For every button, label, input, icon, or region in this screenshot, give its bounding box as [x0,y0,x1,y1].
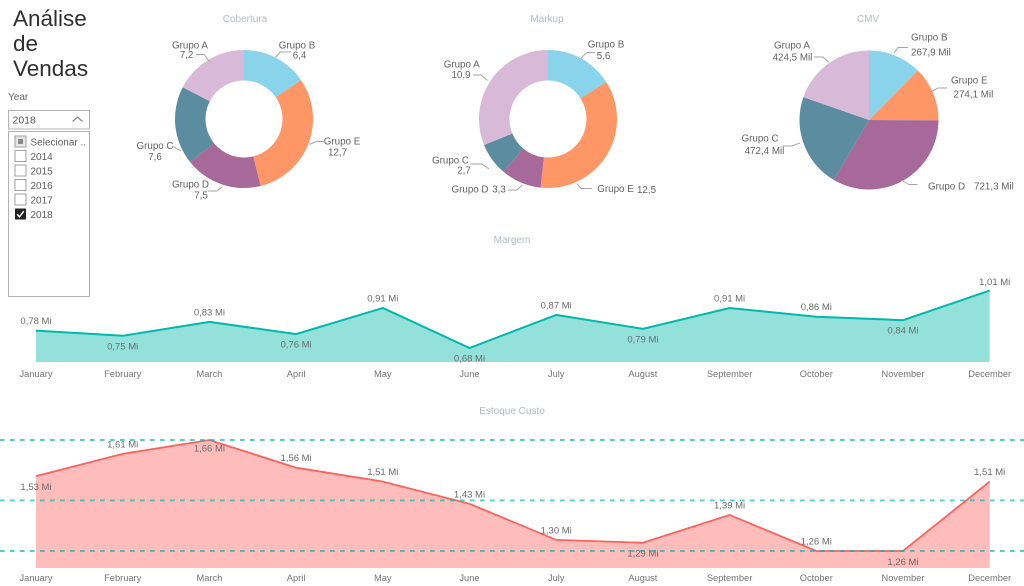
svg-text:August: August [628,369,657,379]
svg-text:Grupo C: Grupo C [136,141,173,152]
svg-text:Grupo B: Grupo B [911,33,948,44]
svg-text:6,4: 6,4 [293,51,307,62]
svg-text:April: April [287,369,306,379]
svg-text:January: January [19,369,52,379]
svg-text:Grupo E: Grupo E [324,137,361,148]
svg-text:October: October [800,573,833,583]
svg-text:May: May [374,369,392,379]
svg-text:0,79 Mi: 0,79 Mi [627,334,658,345]
svg-text:2,7: 2,7 [457,166,471,177]
svg-text:Grupo D: Grupo D [928,182,965,193]
svg-text:0,87 Mi: 0,87 Mi [541,300,572,311]
svg-text:September: September [707,369,752,379]
svg-text:0,86 Mi: 0,86 Mi [801,302,832,313]
svg-text:2015: 2015 [31,166,54,177]
svg-text:Markup: Markup [530,14,564,25]
svg-text:2018: 2018 [31,210,54,221]
svg-text:February: February [104,369,142,379]
svg-text:2017: 2017 [31,195,54,206]
svg-text:July: July [548,573,565,583]
svg-text:September: September [707,573,752,583]
svg-text:de: de [13,31,38,56]
svg-text:August: August [628,573,657,583]
svg-text:1,51 Mi: 1,51 Mi [367,467,398,478]
svg-text:1,53 Mi: 1,53 Mi [20,482,51,493]
svg-text:Selecionar ..: Selecionar .. [31,137,87,148]
svg-text:Grupo E: Grupo E [597,184,634,195]
svg-text:Grupo A: Grupo A [774,41,810,52]
svg-text:1,61 Mi: 1,61 Mi [107,439,138,450]
svg-text:Vendas: Vendas [13,56,88,81]
svg-text:0,78 Mi: 0,78 Mi [20,316,51,327]
svg-text:Grupo D: Grupo D [172,180,209,191]
svg-text:2016: 2016 [31,181,54,192]
svg-text:April: April [287,573,306,583]
svg-text:1,51 Mi: 1,51 Mi [974,467,1005,478]
svg-text:November: November [882,369,925,379]
svg-text:7,5: 7,5 [194,191,208,202]
svg-text:November: November [882,573,925,583]
svg-text:1,26 Mi: 1,26 Mi [887,557,918,568]
svg-text:Estoque Custo: Estoque Custo [479,406,545,417]
svg-text:Grupo A: Grupo A [444,60,480,71]
svg-text:Grupo A: Grupo A [172,41,208,52]
svg-text:10,9: 10,9 [451,70,470,81]
svg-text:December: December [968,369,1011,379]
svg-text:June: June [459,369,479,379]
svg-text:March: March [196,369,222,379]
svg-text:1,30 Mi: 1,30 Mi [541,525,572,536]
svg-text:7,2: 7,2 [180,50,194,61]
svg-text:0,68 Mi: 0,68 Mi [454,354,485,365]
svg-text:2014: 2014 [31,152,54,163]
svg-text:0,84 Mi: 0,84 Mi [887,326,918,337]
svg-text:October: October [800,369,833,379]
svg-text:Cobertura: Cobertura [223,14,268,25]
svg-text:12,5: 12,5 [637,185,657,196]
svg-text:Grupo E: Grupo E [951,76,988,87]
svg-text:2018: 2018 [13,115,37,127]
svg-text:1,43 Mi: 1,43 Mi [454,489,485,500]
svg-text:1,01 Mi: 1,01 Mi [979,277,1010,288]
svg-text:1,26 Mi: 1,26 Mi [801,537,832,548]
svg-text:Grupo D: Grupo D [451,185,488,196]
svg-text:1,66 Mi: 1,66 Mi [194,444,225,455]
svg-text:7,6: 7,6 [148,152,162,163]
svg-text:Grupo B: Grupo B [279,41,316,52]
svg-text:Análise: Análise [13,6,87,31]
svg-text:Margem: Margem [494,235,531,246]
svg-text:0,76 Mi: 0,76 Mi [281,340,312,351]
svg-text:Grupo B: Grupo B [588,40,625,51]
svg-text:May: May [374,573,392,583]
svg-text:721,3 Mil: 721,3 Mil [974,182,1014,193]
svg-text:1,29 Mi: 1,29 Mi [627,549,658,560]
svg-text:January: January [19,573,52,583]
svg-text:0,83 Mi: 0,83 Mi [194,307,225,318]
svg-text:0,91 Mi: 0,91 Mi [367,294,398,305]
svg-text:Grupo C: Grupo C [432,156,469,167]
svg-text:5,6: 5,6 [597,51,611,62]
svg-text:472,4 Mil: 472,4 Mil [745,146,785,157]
svg-text:February: February [104,573,142,583]
svg-text:267,9 Mil: 267,9 Mil [911,48,951,59]
svg-text:December: December [968,573,1011,583]
svg-text:274,1 Mil: 274,1 Mil [954,90,994,101]
svg-text:1,39 Mi: 1,39 Mi [714,500,745,511]
svg-text:12,7: 12,7 [328,148,347,159]
svg-text:June: June [459,573,479,583]
svg-text:424,5 Mil: 424,5 Mil [773,53,813,64]
svg-text:CMV: CMV [857,14,880,25]
svg-text:Grupo C: Grupo C [741,133,778,144]
svg-text:0,75 Mi: 0,75 Mi [107,341,138,352]
svg-text:March: March [196,573,222,583]
svg-text:0,91 Mi: 0,91 Mi [714,294,745,305]
svg-text:3,3: 3,3 [492,185,506,196]
svg-text:Year: Year [8,92,29,103]
svg-text:July: July [548,369,565,379]
svg-text:1,56 Mi: 1,56 Mi [281,453,312,464]
